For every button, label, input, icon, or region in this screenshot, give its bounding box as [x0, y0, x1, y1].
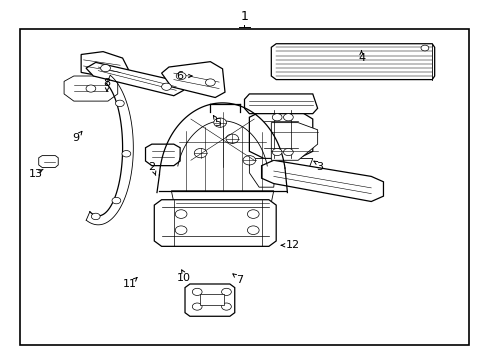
Text: 12: 12	[285, 240, 300, 250]
Polygon shape	[154, 200, 276, 246]
Circle shape	[247, 226, 259, 234]
Circle shape	[161, 83, 171, 90]
Circle shape	[175, 226, 186, 234]
Text: 2: 2	[148, 162, 155, 172]
Circle shape	[221, 288, 231, 296]
Circle shape	[283, 148, 293, 156]
Circle shape	[176, 72, 185, 80]
Circle shape	[221, 303, 231, 310]
Polygon shape	[184, 284, 234, 316]
Bar	[20, 30, 468, 345]
Polygon shape	[249, 158, 276, 187]
Text: 8: 8	[103, 78, 110, 88]
Polygon shape	[81, 51, 130, 80]
Polygon shape	[278, 158, 312, 184]
Polygon shape	[145, 144, 180, 166]
Text: 10: 10	[176, 273, 190, 283]
Circle shape	[243, 156, 255, 165]
Circle shape	[194, 148, 206, 158]
Text: 1: 1	[240, 10, 248, 23]
Circle shape	[225, 134, 238, 143]
Text: 13: 13	[29, 168, 43, 179]
Polygon shape	[161, 62, 224, 98]
Circle shape	[420, 45, 428, 51]
Polygon shape	[271, 44, 434, 80]
Circle shape	[175, 210, 186, 219]
Text: 11: 11	[122, 279, 137, 289]
Circle shape	[283, 114, 293, 121]
Circle shape	[122, 150, 130, 157]
Circle shape	[272, 148, 282, 156]
Polygon shape	[244, 94, 317, 114]
Polygon shape	[39, 156, 58, 167]
Circle shape	[101, 64, 110, 72]
Polygon shape	[86, 62, 183, 96]
Circle shape	[91, 213, 100, 220]
Polygon shape	[171, 191, 273, 214]
Circle shape	[205, 79, 215, 86]
Circle shape	[86, 85, 96, 92]
Circle shape	[272, 114, 282, 121]
Text: 6: 6	[176, 71, 183, 81]
Polygon shape	[249, 110, 312, 158]
Text: 3: 3	[316, 162, 323, 172]
Text: 4: 4	[357, 53, 365, 63]
Text: 7: 7	[236, 275, 243, 285]
Circle shape	[192, 303, 202, 310]
Circle shape	[112, 197, 121, 204]
Text: 9: 9	[73, 133, 80, 143]
Polygon shape	[271, 123, 317, 160]
Polygon shape	[64, 76, 118, 101]
Circle shape	[115, 100, 124, 107]
Polygon shape	[199, 294, 224, 305]
Polygon shape	[261, 160, 383, 202]
Text: 5: 5	[214, 118, 221, 128]
Polygon shape	[159, 149, 166, 164]
Circle shape	[192, 288, 202, 296]
Circle shape	[213, 118, 226, 127]
Circle shape	[247, 210, 259, 219]
